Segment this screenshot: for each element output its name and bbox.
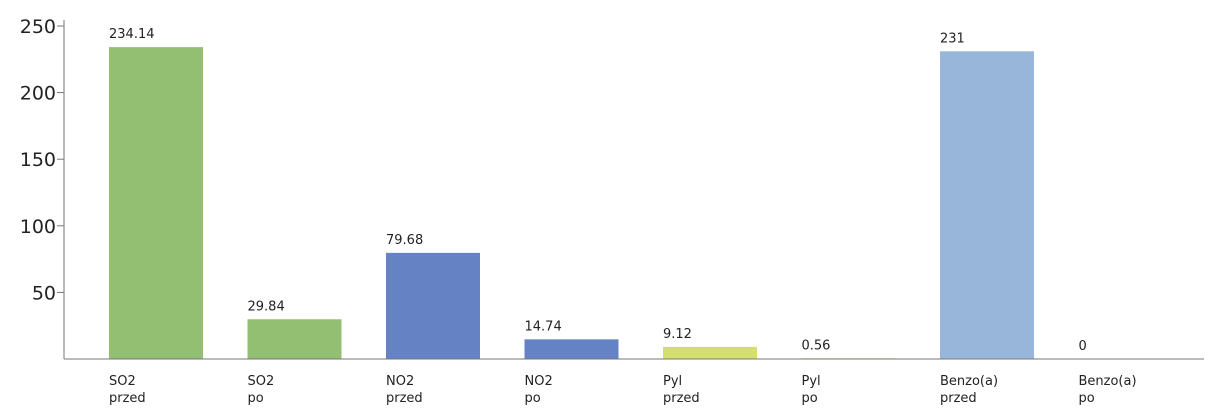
y-tick-label: 100 [20,216,56,238]
y-tick-label: 150 [20,149,56,171]
y-tick-label: 250 [20,16,56,38]
bar-value-label: 0.56 [802,338,831,353]
bar [247,319,342,359]
bar-value-label: 14.74 [525,319,562,334]
bar-value-label: 29.84 [248,299,285,314]
y-tick-label: 50 [32,282,56,304]
value-labels: 234.14 29.84 79.68 14.74 9.12 0.56 231 0 [109,27,1087,354]
x-tick-label: Pyl przed [663,374,700,406]
bar-value-label: 9.12 [663,327,692,342]
x-tick-label: Benzo(a) przed [940,374,998,406]
bar [940,51,1034,360]
x-tick-label: SO2 po [248,374,275,406]
bar [386,252,480,359]
bar-value-label: 231 [940,31,965,46]
bar-value-label: 0 [1079,339,1087,354]
bar-value-label: 234.14 [109,27,155,42]
y-tick-label: 200 [20,83,56,105]
x-tick-label: Benzo(a) po [1079,374,1137,406]
bar [524,339,619,359]
y-axis-ticks: 50 100 150 200 250 [20,16,64,304]
category-labels: SO2 przed SO2 po NO2 przed NO2 po Pyl przed Pyl po B… [109,374,1137,406]
bar-value-label: 79.68 [386,233,423,248]
x-tick-label: SO2 przed [109,374,146,406]
bar [109,47,203,359]
bars [109,47,1034,360]
x-tick-label: Pyl po [802,374,821,406]
x-tick-label: NO2 przed [386,374,423,406]
bar [663,346,757,359]
x-tick-label: NO2 po [525,374,553,406]
